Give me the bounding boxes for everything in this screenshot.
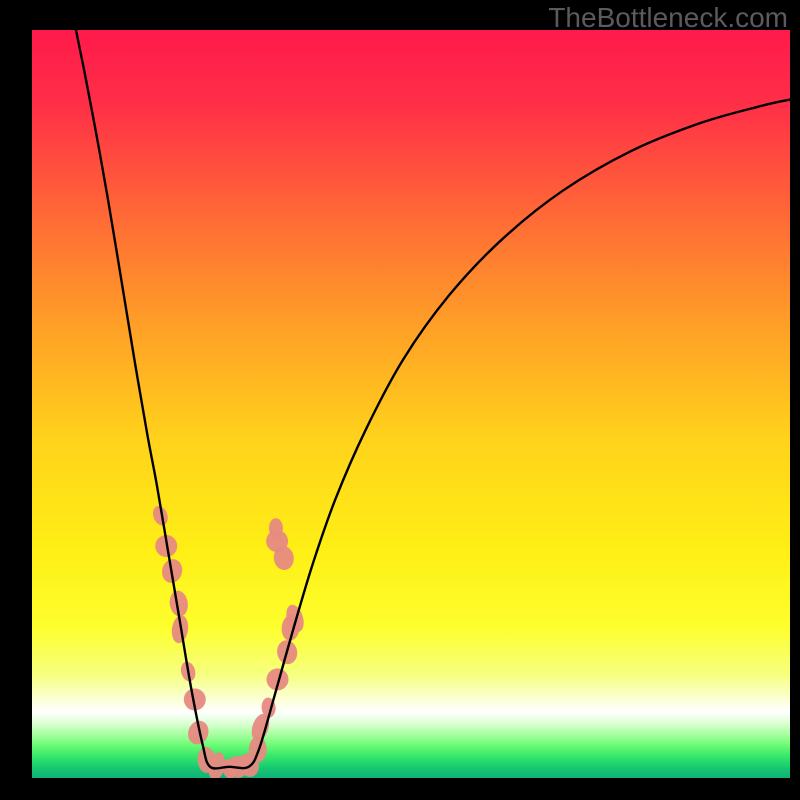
frame-left (0, 0, 32, 800)
frame-right (790, 0, 800, 800)
gradient-background (32, 30, 790, 778)
frame-bottom (0, 778, 800, 800)
watermark-label: TheBottleneck.com (548, 2, 788, 34)
plot-svg (0, 0, 800, 800)
